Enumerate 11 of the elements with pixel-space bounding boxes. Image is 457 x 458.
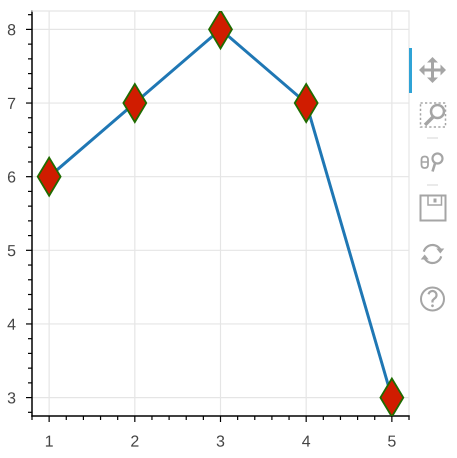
y-tick-label: 4 — [7, 318, 16, 330]
y-tick-label: 3 — [8, 392, 16, 404]
y-tick-label: 5 — [8, 245, 16, 256]
y-tick-label: 7 — [8, 98, 16, 109]
x-tick-label: 3 — [216, 435, 224, 447]
y-tick-label: 6 — [8, 171, 16, 183]
x-tick-label: 5 — [388, 436, 396, 447]
y-tick-label: 8 — [8, 24, 16, 36]
x-tick-label: 4 — [302, 436, 310, 447]
x-tick-label: 1 — [46, 436, 53, 447]
x-tick-label: 2 — [131, 435, 138, 447]
